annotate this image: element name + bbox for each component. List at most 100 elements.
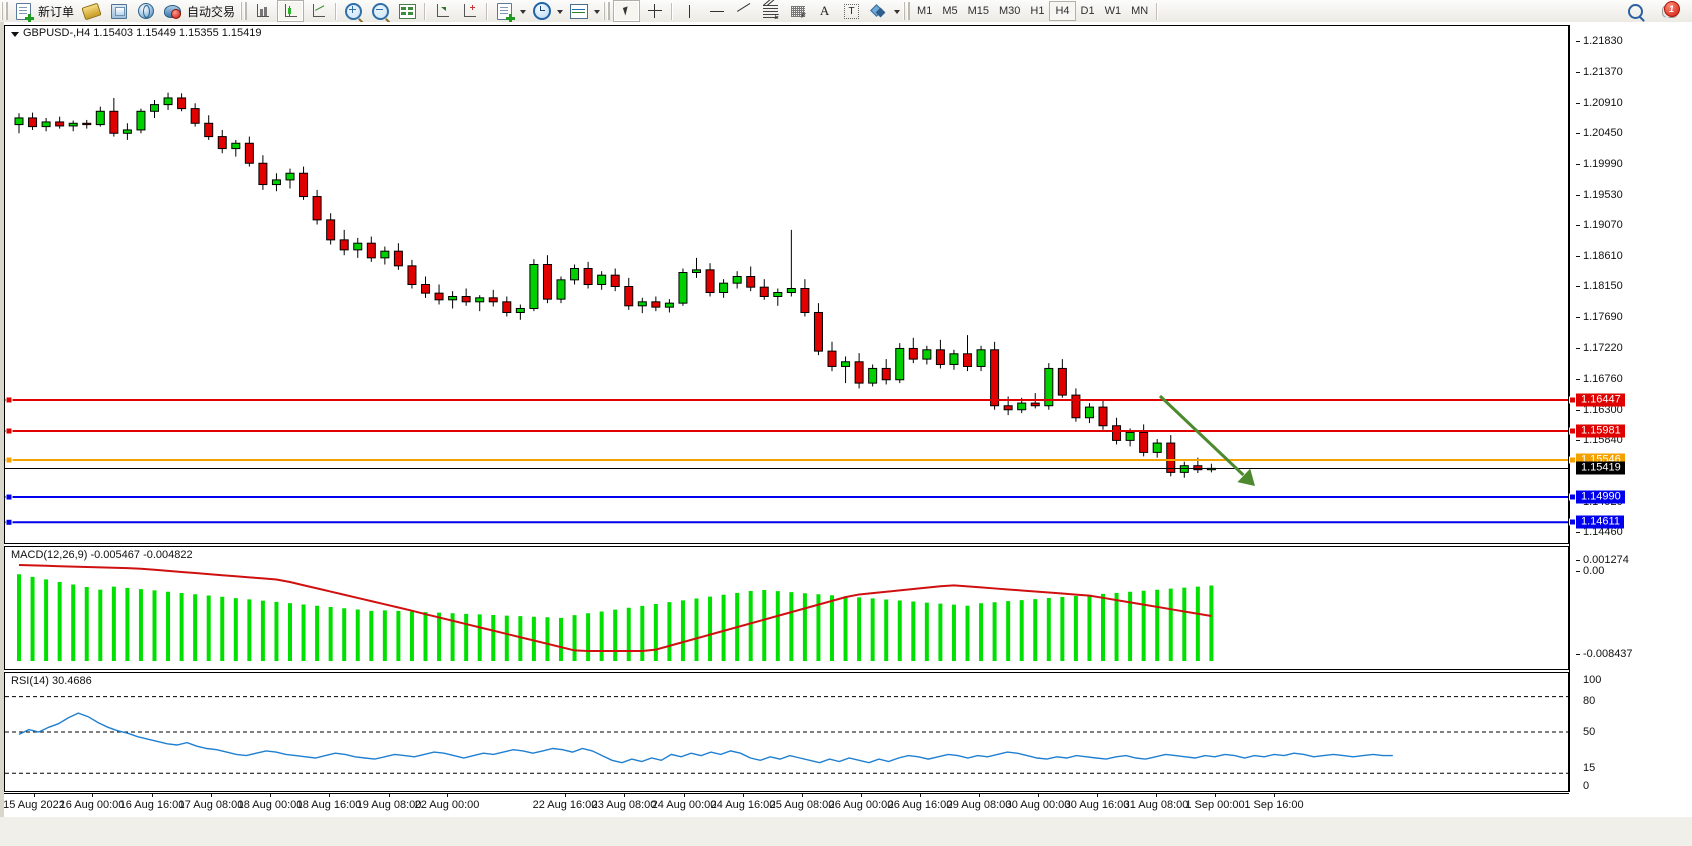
cursor-icon <box>622 6 631 16</box>
price-axis-tick: 1.20450 <box>1576 127 1623 139</box>
price-axis-tick: 1.19990 <box>1576 158 1623 170</box>
fibonacci-button[interactable]: E <box>758 0 783 21</box>
chart-workspace[interactable]: GBPUSD-,H4 1.15403 1.15449 1.15355 1.154… <box>0 22 1692 846</box>
search-button[interactable] <box>1623 1 1648 22</box>
shift-chart-button[interactable] <box>430 1 455 21</box>
rsi-axis-tick: 50 <box>1583 726 1596 738</box>
macd-panel[interactable]: MACD(12,26,9) -0.005467 -0.004822 <box>4 546 1569 670</box>
crosshair-button[interactable] <box>642 1 667 21</box>
indicators-icon <box>569 3 588 19</box>
grid-icon <box>399 3 417 19</box>
price-axis-tick: 1.19070 <box>1576 219 1623 231</box>
macd-axis-tick: 0.001274 <box>1576 554 1629 566</box>
fibonacci-icon: E <box>763 0 780 21</box>
time-axis[interactable]: 15 Aug 2022 16 Aug 00:00 16 Aug 16:00 17 Au… <box>3 793 1569 815</box>
indicators-chevron-down-icon[interactable] <box>594 10 601 14</box>
vertical-line-button[interactable] <box>677 1 702 21</box>
period-button[interactable] <box>529 1 554 21</box>
price-level-label-resistance[interactable]: 1.15981 <box>1569 424 1625 438</box>
new-order-button[interactable] <box>11 1 36 23</box>
timeframe-button-m15[interactable]: M15 <box>967 5 989 17</box>
macd-axis-tick: 0.00 <box>1576 565 1604 577</box>
price-axis-tick: 1.17220 <box>1576 342 1623 354</box>
toolbar-grip-4[interactable] <box>903 2 911 20</box>
time-axis-label: 19 Aug 08:00 <box>356 799 422 811</box>
timeframe-button-w1[interactable]: W1 <box>1104 5 1122 17</box>
axis-divider <box>1569 25 1570 792</box>
timeframe-group: M1 M5 M15 M30 H1 H4 D1 W1 MN <box>912 1 1153 21</box>
downtrend-arrow <box>1158 394 1255 486</box>
market-watch-button[interactable] <box>133 1 158 21</box>
time-axis-tick <box>1274 794 1275 797</box>
time-axis-label: 17 Aug 08:00 <box>178 799 244 811</box>
rsi-axis-tick: 100 <box>1583 674 1602 686</box>
timeframe-button-m1[interactable]: M1 <box>917 5 933 17</box>
autoscroll-button[interactable] <box>457 1 482 21</box>
price-axis[interactable]: 1.21830 1.21370 1.20910 1.20450 1.19990 1.195… <box>1569 25 1692 792</box>
time-axis-tick <box>979 794 980 797</box>
price-chart-panel[interactable]: GBPUSD-,H4 1.15403 1.15449 1.15355 1.154… <box>4 25 1569 544</box>
price-level-label-resistance[interactable]: 1.16447 <box>1569 393 1625 407</box>
shapes-button[interactable] <box>866 1 891 21</box>
price-level-label-support[interactable]: 1.14990 <box>1569 490 1625 504</box>
rsi-label: RSI(14) 30.4686 <box>10 675 93 687</box>
time-axis-label: 1 Sep 00:00 <box>1185 799 1245 811</box>
timeframe-button-h4[interactable]: H4 <box>1049 1 1076 21</box>
toolbar-grip-2[interactable] <box>240 2 248 20</box>
time-axis-tick <box>565 794 566 797</box>
zoom-out-button[interactable] <box>368 1 393 24</box>
text-label-button[interactable]: T <box>839 1 864 21</box>
time-axis-tick <box>1156 794 1157 797</box>
new-chart-chevron-down-icon[interactable] <box>520 10 527 14</box>
chart-menu-triangle-icon[interactable] <box>11 32 19 37</box>
candlestick-chart-button[interactable] <box>277 0 305 22</box>
new-chart-button[interactable] <box>492 1 517 23</box>
new-order-icon <box>16 2 34 23</box>
search-icon <box>1628 3 1645 22</box>
toolbar-grip[interactable] <box>1 2 8 20</box>
toolbar-separator-5 <box>1156 2 1159 20</box>
zoom-in-icon <box>345 2 364 24</box>
horizontal-line-button[interactable] <box>704 1 729 21</box>
metals-button[interactable] <box>79 1 104 21</box>
fibo-grid-icon: F <box>790 5 806 20</box>
price-level-label-current-price[interactable]: 1.15419 <box>1576 461 1625 475</box>
grid-button[interactable] <box>395 1 420 21</box>
time-axis-tick <box>1097 794 1098 797</box>
line-chart-button[interactable] <box>306 1 331 21</box>
chat-button[interactable]: 1 <box>1657 0 1682 21</box>
trendline-icon <box>737 6 751 17</box>
shapes-chevron-down-icon[interactable] <box>894 10 901 14</box>
macd-plot <box>17 564 1214 661</box>
time-axis-label: 26 Aug 00:00 <box>828 799 894 811</box>
trendline-button[interactable] <box>731 1 756 21</box>
time-axis-label: 26 Aug 16:00 <box>887 799 953 811</box>
time-axis-label: 31 Aug 08:00 <box>1123 799 1189 811</box>
timeframe-button-m5[interactable]: M5 <box>942 5 958 17</box>
time-axis-tick <box>389 794 390 797</box>
time-axis-label: 24 Aug 00:00 <box>651 799 717 811</box>
period-chevron-down-icon[interactable] <box>557 10 564 14</box>
cursor-button[interactable] <box>613 0 641 22</box>
timeframe-button-mn[interactable]: MN <box>1131 5 1149 17</box>
time-axis-label: 1 Sep 16:00 <box>1244 799 1304 811</box>
auto-trading-button[interactable] <box>160 1 185 21</box>
timeframe-button-m30[interactable]: M30 <box>999 5 1021 17</box>
toolbar-grip-3[interactable] <box>603 2 611 20</box>
timeframe-button-h1[interactable]: H1 <box>1030 5 1045 17</box>
time-axis-tick <box>270 794 271 797</box>
text-button[interactable]: A <box>812 1 837 21</box>
bar-chart-button[interactable] <box>250 1 275 21</box>
shift-chart-icon <box>435 4 450 18</box>
toolbar-separator-4 <box>671 2 674 20</box>
rsi-axis-tick: 15 <box>1583 762 1596 775</box>
zoom-in-button[interactable] <box>341 1 366 24</box>
timeframe-button-d1[interactable]: D1 <box>1080 5 1095 17</box>
terminal-button[interactable] <box>106 1 131 21</box>
rsi-panel[interactable]: RSI(14) 30.4686 <box>4 672 1569 792</box>
indicators-button[interactable] <box>566 1 591 21</box>
price-level-label-support[interactable]: 1.14611 <box>1569 515 1624 529</box>
fibo-grid-button[interactable]: F <box>785 1 810 21</box>
left-edge-strip <box>0 22 4 817</box>
time-axis-label: 15 Aug 2022 <box>3 799 65 811</box>
